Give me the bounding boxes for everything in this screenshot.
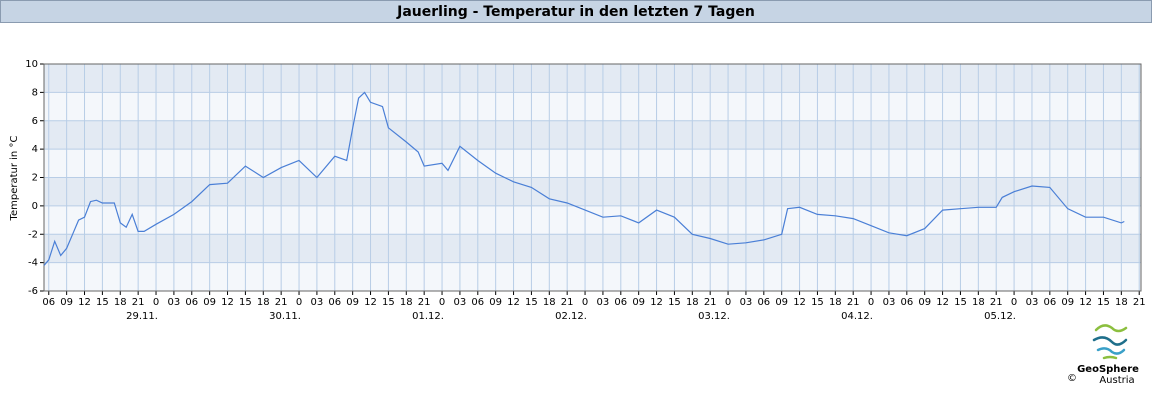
x-tick-label: 21 [990,297,1003,308]
x-tick-label: 0 [296,297,302,308]
y-tick-label: -4 [28,258,38,269]
y-tick-label: 10 [25,59,38,70]
x-tick-label: 18 [829,297,842,308]
day-label: 30.11. [269,311,301,322]
x-tick-label: 12 [1079,297,1092,308]
x-tick-label: 09 [60,297,73,308]
day-label: 01.12. [412,311,444,322]
x-tick-label: 09 [775,297,788,308]
chart-title: Jauerling - Temperatur in den letzten 7 … [396,4,755,20]
temperature-line [43,91,1125,266]
x-tick-label: 0 [1011,297,1017,308]
grid-band [44,120,1141,150]
x-tick-label: 06 [185,297,198,308]
x-tick-label: 12 [793,297,806,308]
x-tick-label: 12 [78,297,91,308]
x-tick-label: 15 [96,297,109,308]
x-tick-label: 18 [543,297,556,308]
x-tick-label: 15 [525,297,538,308]
day-label: 02.12. [555,311,587,322]
x-tick-label: 15 [382,297,395,308]
x-tick-label: 18 [257,297,270,308]
x-tick-label: 21 [1133,297,1146,308]
x-tick-label: 06 [614,297,627,308]
x-tick-label: 09 [632,297,645,308]
x-tick-label: 09 [918,297,931,308]
logo-sub: Austria [1099,375,1134,386]
x-tick-label: 18 [686,297,699,308]
x-tick-label: 06 [328,297,341,308]
x-tick-label: 09 [489,297,502,308]
grid-band [44,177,1141,206]
x-tick-label: 18 [400,297,413,308]
day-label: 05.12. [984,311,1016,322]
y-tick-label: -2 [28,229,38,240]
y-axis-label: Temperatur in °C [9,136,20,222]
y-tick-label: -6 [28,286,38,297]
logo-name: GeoSphere [1077,364,1139,375]
day-label: 03.12. [698,311,730,322]
x-tick-label: 15 [239,297,252,308]
x-tick-label: 21 [561,297,574,308]
x-tick-label: 0 [725,297,731,308]
x-tick-label: 12 [650,297,663,308]
x-tick-label: 03 [883,297,896,308]
x-tick-label: 12 [364,297,377,308]
x-tick-label: 12 [507,297,520,308]
x-tick-label: 06 [1043,297,1056,308]
x-tick-label: 0 [439,297,445,308]
x-tick-label: 21 [847,297,860,308]
y-tick-label: 0 [32,201,38,212]
x-tick-label: 09 [346,297,359,308]
y-tick-label: 6 [32,116,38,127]
x-tick-label: 21 [704,297,717,308]
grid-band [44,64,1141,93]
x-tick-label: 18 [114,297,127,308]
x-tick-label: 03 [454,297,467,308]
x-tick-label: 12 [936,297,949,308]
x-tick-label: 09 [203,297,216,308]
x-tick-label: 03 [168,297,181,308]
x-tick-label: 06 [900,297,913,308]
plot-border [43,63,1142,292]
x-tick-label: 21 [132,297,145,308]
x-tick-label: 03 [1026,297,1039,308]
x-tick-label: 0 [153,297,159,308]
copyright: © [1067,373,1077,384]
x-tick-label: 15 [1097,297,1110,308]
logo-icon [1092,324,1128,360]
x-tick-label: 21 [275,297,288,308]
x-tick-label: 12 [221,297,234,308]
y-tick-label: 4 [32,144,38,155]
x-tick-label: 06 [471,297,484,308]
x-tick-label: 0 [582,297,588,308]
y-tick-label: 8 [32,87,38,98]
x-tick-label: 03 [740,297,753,308]
x-tick-label: 15 [811,297,824,308]
x-tick-label: 06 [42,297,55,308]
x-tick-label: 03 [311,297,324,308]
y-tick-label: 2 [32,173,38,184]
x-tick-label: 18 [1115,297,1128,308]
x-tick-label: 18 [972,297,985,308]
x-tick-label: 15 [954,297,967,308]
x-tick-label: 09 [1061,297,1074,308]
x-tick-label: 15 [668,297,681,308]
grid-band [44,234,1141,263]
x-tick-label: 03 [597,297,610,308]
x-tick-label: 21 [418,297,431,308]
day-label: 04.12. [841,311,873,322]
x-tick-label: 06 [757,297,770,308]
x-tick-label: 0 [868,297,874,308]
day-label: 29.11. [126,311,158,322]
